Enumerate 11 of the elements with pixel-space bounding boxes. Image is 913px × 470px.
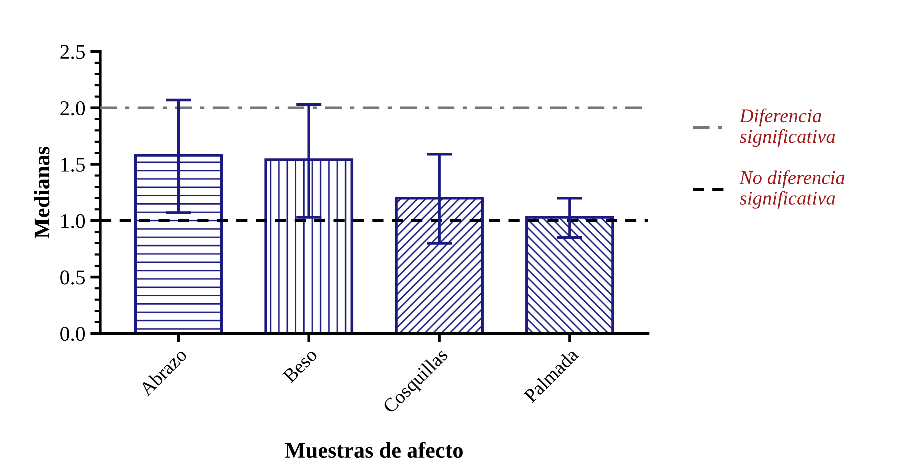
legend-label: Diferencia significativa — [740, 108, 836, 148]
y-tick-label: 2.0 — [60, 101, 86, 116]
y-tick-label: 1.0 — [62, 214, 86, 228]
y-tick-label: 2.5 — [60, 45, 86, 60]
y-tick-label: 1.5 — [62, 158, 86, 172]
legend-label: No diferencia significativa — [740, 170, 845, 209]
y-tick-label: 0.5 — [60, 270, 86, 285]
x-tick-label: Beso — [282, 348, 318, 384]
x-axis-title: Muestras de afecto — [285, 442, 463, 458]
y-tick-label: 0.0 — [60, 327, 86, 342]
y-axis-title: Medianas — [34, 146, 50, 239]
